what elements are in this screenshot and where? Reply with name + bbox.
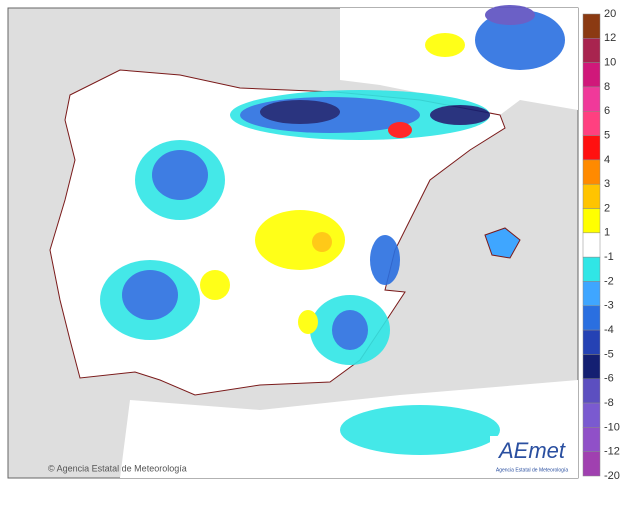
- legend-swatch: [582, 427, 601, 452]
- legend-label: 3: [604, 178, 610, 190]
- legend-label: 10: [604, 57, 616, 69]
- legend-swatch: [582, 38, 601, 63]
- legend-swatch: [582, 451, 601, 477]
- mallorca: [484, 227, 521, 259]
- legend-label: -1: [604, 251, 614, 263]
- logo-mark: AEmet: [497, 438, 566, 463]
- map: [7, 5, 579, 479]
- legend-swatch: [582, 256, 601, 282]
- legend-swatch: [582, 86, 601, 112]
- legend-swatch: [582, 159, 601, 185]
- legend-swatch: [582, 305, 601, 331]
- legend-label: 1: [604, 227, 610, 239]
- legend-swatch: [582, 402, 601, 428]
- legend-label: 20: [604, 8, 616, 20]
- legend-label: 4: [604, 154, 610, 166]
- legend-swatch: [582, 13, 601, 39]
- legend-swatch: [582, 111, 601, 136]
- legend-label: -4: [604, 324, 614, 336]
- logo: AEmet Agencia Estatal de Meteorología: [490, 436, 574, 476]
- logo-box: [490, 436, 574, 476]
- legend-label: 5: [604, 129, 610, 141]
- legend-swatch: [582, 378, 601, 404]
- legend-label: 8: [604, 81, 610, 93]
- legend-label: -3: [604, 300, 614, 312]
- anomaly-areas: [100, 5, 565, 455]
- legend-label: -12: [604, 446, 620, 458]
- legend-swatch: [582, 62, 601, 88]
- legend-swatch: [582, 354, 601, 379]
- legend-label: -10: [604, 421, 620, 433]
- legend-label: -6: [604, 373, 614, 385]
- legend-swatch: [582, 135, 601, 161]
- legend-label: -5: [604, 348, 614, 360]
- legend-label: -2: [604, 275, 614, 287]
- legend-label: 12: [604, 32, 616, 44]
- legend-swatch: [582, 208, 601, 234]
- credit: © Agencia Estatal de Meteorología: [48, 463, 187, 473]
- legend: 20 12 10 8 6 5 4 3 2 1 -1 -2 -3 -4 -5 -6 -8 -10 -12 -20: [582, 8, 620, 482]
- logo-caption: Agencia Estatal de Meteorología: [496, 467, 568, 473]
- legend-label: 2: [604, 202, 610, 214]
- legend-swatch: [582, 329, 601, 355]
- legend-swatch: [582, 232, 601, 258]
- legend-swatch: [582, 183, 601, 209]
- legend-label: 6: [604, 105, 610, 117]
- legend-label: -20: [604, 470, 620, 482]
- legend-swatch: [582, 281, 601, 307]
- legend-label: -8: [604, 397, 614, 409]
